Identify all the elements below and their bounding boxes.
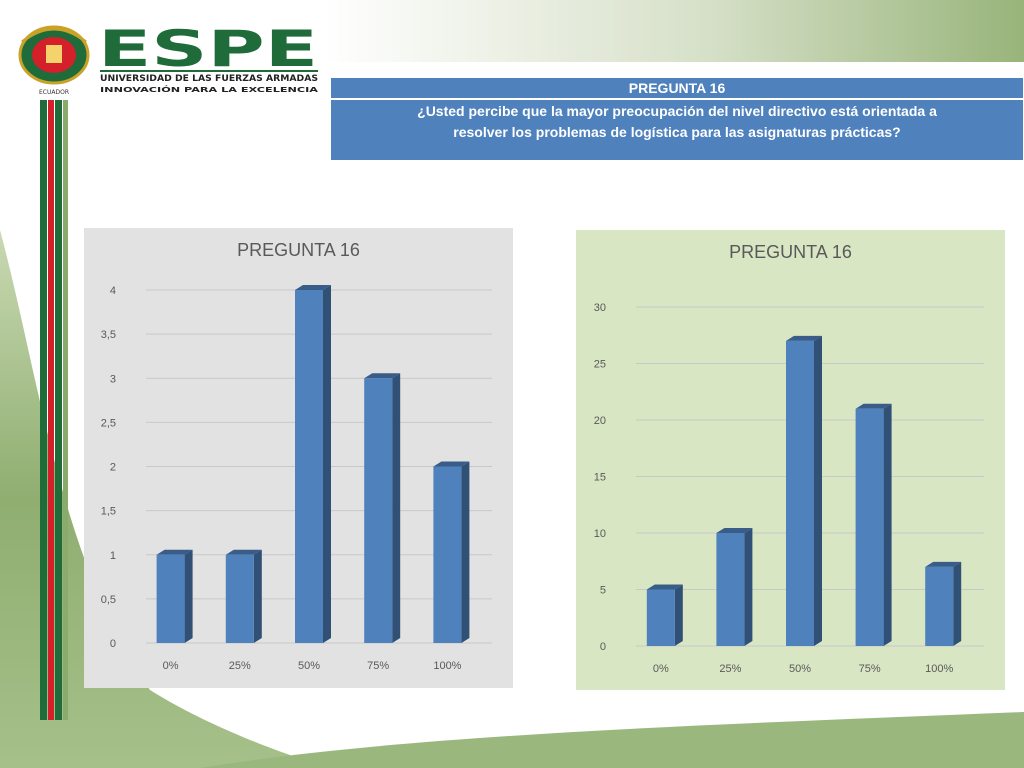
- y-tick-label: 3: [110, 373, 116, 385]
- bar: [925, 561, 962, 646]
- x-tick-label: 25%: [229, 660, 251, 672]
- chart-2-title: PREGUNTA 16: [729, 242, 852, 262]
- bar-front: [925, 566, 954, 646]
- bar: [786, 335, 822, 646]
- chart-1-title: PREGUNTA 16: [237, 240, 360, 260]
- bar-top: [295, 285, 331, 290]
- bar-front: [646, 589, 675, 646]
- bar-front: [786, 340, 814, 646]
- brand-name: ESPE: [98, 22, 318, 78]
- x-tick-label: 75%: [859, 663, 881, 675]
- chart-panel-2: PREGUNTA 16 0 5 10 15 20 25 30 0% 25% 50% 75% 100%: [576, 230, 1005, 690]
- bar-side: [953, 561, 962, 646]
- bar-side: [814, 335, 822, 646]
- bar-top: [716, 528, 753, 533]
- bar: [646, 584, 683, 646]
- bar: [225, 549, 262, 643]
- y-tick-label: 1,5: [101, 506, 116, 518]
- bar: [295, 285, 331, 643]
- x-tick-label: 0%: [163, 660, 179, 672]
- y-tick-label: 5: [600, 585, 606, 597]
- bar: [433, 461, 470, 643]
- bar-top: [156, 549, 193, 555]
- bars: [156, 285, 470, 643]
- bar-side: [323, 285, 331, 643]
- x-tick-label: 0%: [653, 663, 669, 675]
- y-tick-label: 0,5: [101, 594, 116, 606]
- bar-front: [855, 408, 884, 646]
- bar-front: [295, 290, 323, 643]
- y-tick-label: 1: [110, 550, 116, 562]
- bar-top: [364, 373, 401, 379]
- bar-front: [156, 554, 185, 643]
- bottom-curve-band: [200, 712, 1024, 768]
- bar-side: [253, 549, 262, 643]
- x-tick-label: 100%: [925, 663, 953, 675]
- brand-tagline: INNOVACIÓN PARA LA EXCELENCIA: [100, 85, 319, 94]
- top-band: [322, 0, 1024, 62]
- question-line-2: resolver los problemas de logística para…: [453, 124, 901, 140]
- bar-top: [646, 584, 683, 590]
- header-question: ¿Usted percibe que la mayor preocupación…: [331, 101, 1023, 143]
- x-tick-label: 50%: [298, 660, 320, 672]
- x-axis-ticks: 0% 25% 50% 75% 100%: [163, 660, 462, 672]
- x-tick-label: 75%: [367, 660, 389, 672]
- y-tick-label: 15: [594, 472, 606, 484]
- y-tick-label: 0: [600, 641, 606, 653]
- university-seal-icon: ECUADOR: [18, 25, 90, 96]
- left-curve-band: [0, 230, 330, 768]
- y-tick-label: 3,5: [101, 329, 116, 341]
- bar: [156, 549, 193, 643]
- stripe-red: [48, 100, 54, 720]
- question-header: PREGUNTA 16 ¿Usted percibe que la mayor …: [331, 78, 1023, 160]
- y-tick-label: 2: [110, 462, 116, 474]
- bar-front: [716, 533, 745, 646]
- bar-side: [883, 403, 892, 646]
- bar-top: [433, 461, 470, 467]
- y-tick-label: 2,5: [101, 417, 116, 429]
- y-tick-label: 25: [594, 359, 606, 371]
- y-axis-ticks: 0 5 10 15 20 25 30: [594, 302, 606, 653]
- stripe-olive: [63, 100, 68, 720]
- bar: [716, 528, 753, 646]
- y-tick-label: 20: [594, 415, 606, 427]
- y-tick-label: 30: [594, 302, 606, 314]
- y-tick-label: 10: [594, 528, 606, 540]
- espe-logo: ECUADOR ESPE UNIVERSIDAD DE LAS FUERZAS …: [18, 22, 319, 96]
- bar-top: [855, 403, 892, 409]
- y-tick-label: 0: [110, 638, 116, 650]
- bars: [646, 335, 962, 646]
- bar: [364, 373, 401, 643]
- bar-top: [786, 335, 822, 341]
- header-title: PREGUNTA 16: [331, 78, 1023, 100]
- y-axis-ticks: 0 0,5 1 1,5 2 2,5 3 3,5 4: [101, 285, 116, 650]
- brand-divider: [100, 70, 318, 72]
- bar-side: [674, 584, 683, 646]
- seal-label: ECUADOR: [39, 89, 69, 96]
- bar: [855, 403, 892, 646]
- stripe-green-right: [55, 100, 62, 720]
- stripe-green-left: [40, 100, 47, 720]
- question-line-1: ¿Usted percibe que la mayor preocupación…: [417, 103, 937, 119]
- chart-2: 0 5 10 15 20 25 30 0% 25% 50% 75% 100%: [594, 302, 984, 675]
- x-tick-label: 50%: [789, 663, 811, 675]
- bar-front: [433, 466, 462, 643]
- bar-side: [184, 549, 193, 643]
- bar-front: [225, 554, 254, 643]
- bar-top: [925, 561, 962, 567]
- bar-side: [392, 373, 401, 643]
- bar-side: [744, 528, 753, 646]
- chart-panel-1: PREGUNTA 16 0 0,5 1 1,5 2 2,5 3 3,5 4 0% 25% 50% 75%…: [84, 228, 513, 688]
- x-tick-label: 100%: [433, 660, 461, 672]
- bar-front: [364, 378, 393, 643]
- bar-side: [461, 461, 470, 643]
- y-tick-label: 4: [110, 285, 116, 297]
- x-tick-label: 25%: [719, 663, 741, 675]
- chart-1: 0 0,5 1 1,5 2 2,5 3 3,5 4 0% 25% 50% 75% 100%: [101, 285, 492, 672]
- x-axis-ticks: 0% 25% 50% 75% 100%: [653, 663, 954, 675]
- brand-subtitle: UNIVERSIDAD DE LAS FUERZAS ARMADAS: [100, 74, 318, 84]
- bar-top: [225, 549, 262, 555]
